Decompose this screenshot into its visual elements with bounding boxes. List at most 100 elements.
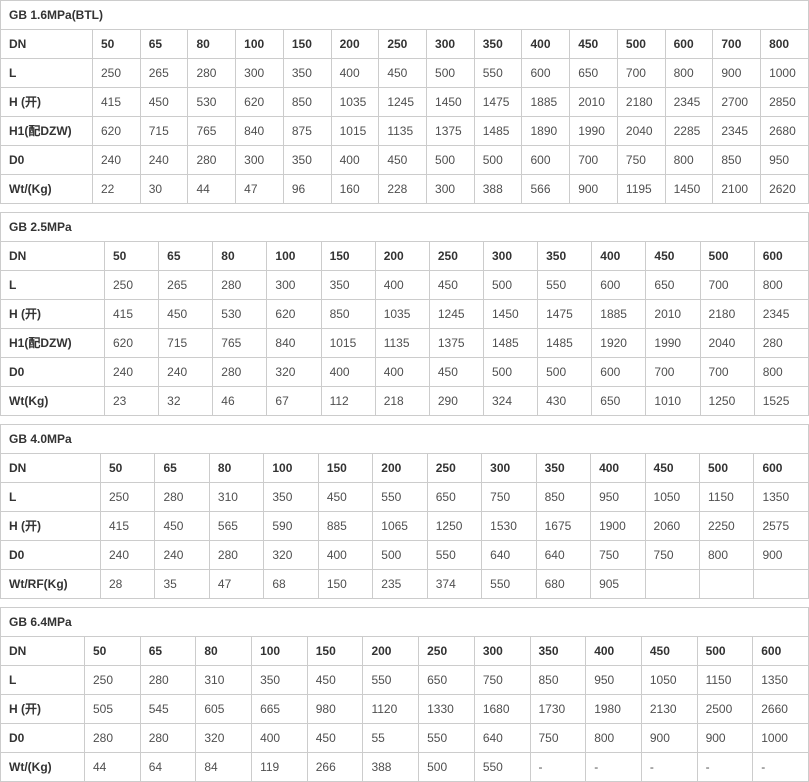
value-cell: 450 [378, 145, 428, 175]
value-cell: 1195 [616, 174, 666, 204]
value-cell: 590 [263, 511, 319, 541]
dn-header-cell: 250 [428, 241, 484, 271]
value-cell: 22 [92, 174, 141, 204]
value-cell: 280 [753, 328, 809, 358]
value-cell: 300 [266, 270, 322, 300]
value-cell: 300 [235, 58, 284, 88]
value-cell: 530 [212, 299, 268, 329]
value-cell: 1150 [698, 482, 755, 512]
value-cell: 1245 [378, 87, 428, 117]
value-cell: 1035 [330, 87, 380, 117]
value-cell: 850 [282, 87, 332, 117]
value-cell: 650 [591, 386, 647, 416]
value-cell: 250 [92, 58, 141, 88]
value-cell: 320 [266, 357, 322, 387]
dn-header-cell: 80 [187, 29, 237, 59]
value-cell: 500 [482, 357, 539, 387]
value-cell: 240 [158, 357, 214, 387]
value-cell: 640 [481, 540, 537, 570]
value-cell: 500 [537, 357, 593, 387]
pressure-spec-table-2: GB 2.5MPa DN 50 65 80 100 150 200 250 300 350 400 45… [0, 212, 809, 416]
value-cell: 750 [481, 482, 537, 512]
dn-header-cell: 150 [282, 29, 332, 59]
value-cell: 266 [306, 752, 364, 782]
table-row: D0 240 240 280 320 400 400 450 500 500 600 700 700 80… [0, 357, 809, 387]
value-cell: 280 [84, 723, 141, 753]
value-cell: 750 [616, 145, 666, 175]
value-cell: 400 [320, 357, 376, 387]
dn-header-cell: 600 [664, 29, 714, 59]
value-cell: 1450 [426, 87, 475, 117]
dn-header-cell: 100 [235, 29, 284, 59]
value-cell: 96 [282, 174, 332, 204]
value-cell: 265 [139, 58, 189, 88]
dn-header-cell: 400 [521, 29, 571, 59]
dn-header-cell: 50 [84, 636, 141, 666]
dn-header-cell: 350 [529, 636, 587, 666]
row-label: H1(配DZW) [0, 328, 105, 358]
value-cell: 150 [317, 569, 374, 599]
table-row: D0 240 240 280 320 400 500 550 640 640 750 750 800 90… [0, 540, 809, 570]
value-cell: 1330 [418, 694, 475, 724]
table-row: L 250 265 280 300 350 400 450 500 550 600 650 700 800… [0, 58, 809, 88]
value-cell: 1350 [752, 665, 809, 695]
value-cell: 750 [473, 665, 531, 695]
value-cell: 300 [235, 145, 284, 175]
value-cell: 240 [139, 145, 189, 175]
dn-header-cell: 100 [266, 241, 322, 271]
value-cell: 500 [426, 145, 475, 175]
table-row: Wt(Kg) 23 32 46 67 112 218 290 324 430 650 1010 1250… [0, 386, 809, 416]
value-cell: 67 [266, 386, 322, 416]
value-cell: 640 [535, 540, 592, 570]
dn-header-cell: 250 [378, 29, 428, 59]
row-label: DN [0, 241, 105, 271]
table-title: GB 4.0MPa [0, 424, 809, 454]
dn-header-cell: 450 [644, 453, 700, 483]
dn-header-cell: 200 [372, 453, 428, 483]
value-cell: 2660 [752, 694, 809, 724]
value-cell: 950 [760, 145, 809, 175]
value-cell: 1680 [473, 694, 531, 724]
value-cell: 32 [158, 386, 214, 416]
value-cell: 1050 [640, 665, 698, 695]
value-cell: 310 [195, 665, 253, 695]
value-cell: 2700 [712, 87, 762, 117]
value-cell: 280 [208, 540, 265, 570]
value-cell: 1050 [644, 482, 700, 512]
value-cell: 800 [664, 145, 714, 175]
value-cell: 600 [521, 145, 571, 175]
value-cell: 800 [585, 723, 642, 753]
value-cell: 450 [139, 87, 189, 117]
dn-header-cell: 350 [535, 453, 592, 483]
value-cell: 400 [374, 270, 430, 300]
value-cell: 2285 [664, 116, 714, 146]
value-cell: 240 [103, 357, 160, 387]
table-title-row: GB 4.0MPa [0, 424, 809, 454]
pressure-spec-table-3: GB 4.0MPa DN 50 65 80 100 150 200 250 300 350 400 45… [0, 424, 809, 599]
table-row: H (开) 505 545 605 665 980 1120 1330 1680 1730 1980… [0, 694, 809, 724]
value-cell: 550 [537, 270, 593, 300]
value-cell: 2180 [616, 87, 666, 117]
value-cell: 900 [569, 174, 618, 204]
value-cell: 950 [585, 665, 642, 695]
dn-header-cell: 80 [208, 453, 265, 483]
value-cell: 415 [99, 511, 156, 541]
value-cell: 900 [696, 723, 754, 753]
value-cell: 1000 [752, 723, 809, 753]
value-cell: 620 [103, 328, 160, 358]
value-cell: 280 [212, 357, 268, 387]
value-cell: 800 [753, 270, 809, 300]
dn-header-cell: 200 [330, 29, 380, 59]
value-cell: 530 [187, 87, 237, 117]
value-cell: 55 [362, 723, 420, 753]
value-cell: 350 [320, 270, 376, 300]
value-cell: 750 [590, 540, 646, 570]
value-cell: 400 [330, 58, 380, 88]
value-cell: 112 [320, 386, 376, 416]
value-cell: 280 [154, 482, 210, 512]
value-cell: 1350 [753, 482, 809, 512]
value-cell: 310 [208, 482, 265, 512]
value-cell: 500 [426, 58, 475, 88]
value-cell: 1135 [378, 116, 428, 146]
value-cell: 280 [187, 145, 237, 175]
